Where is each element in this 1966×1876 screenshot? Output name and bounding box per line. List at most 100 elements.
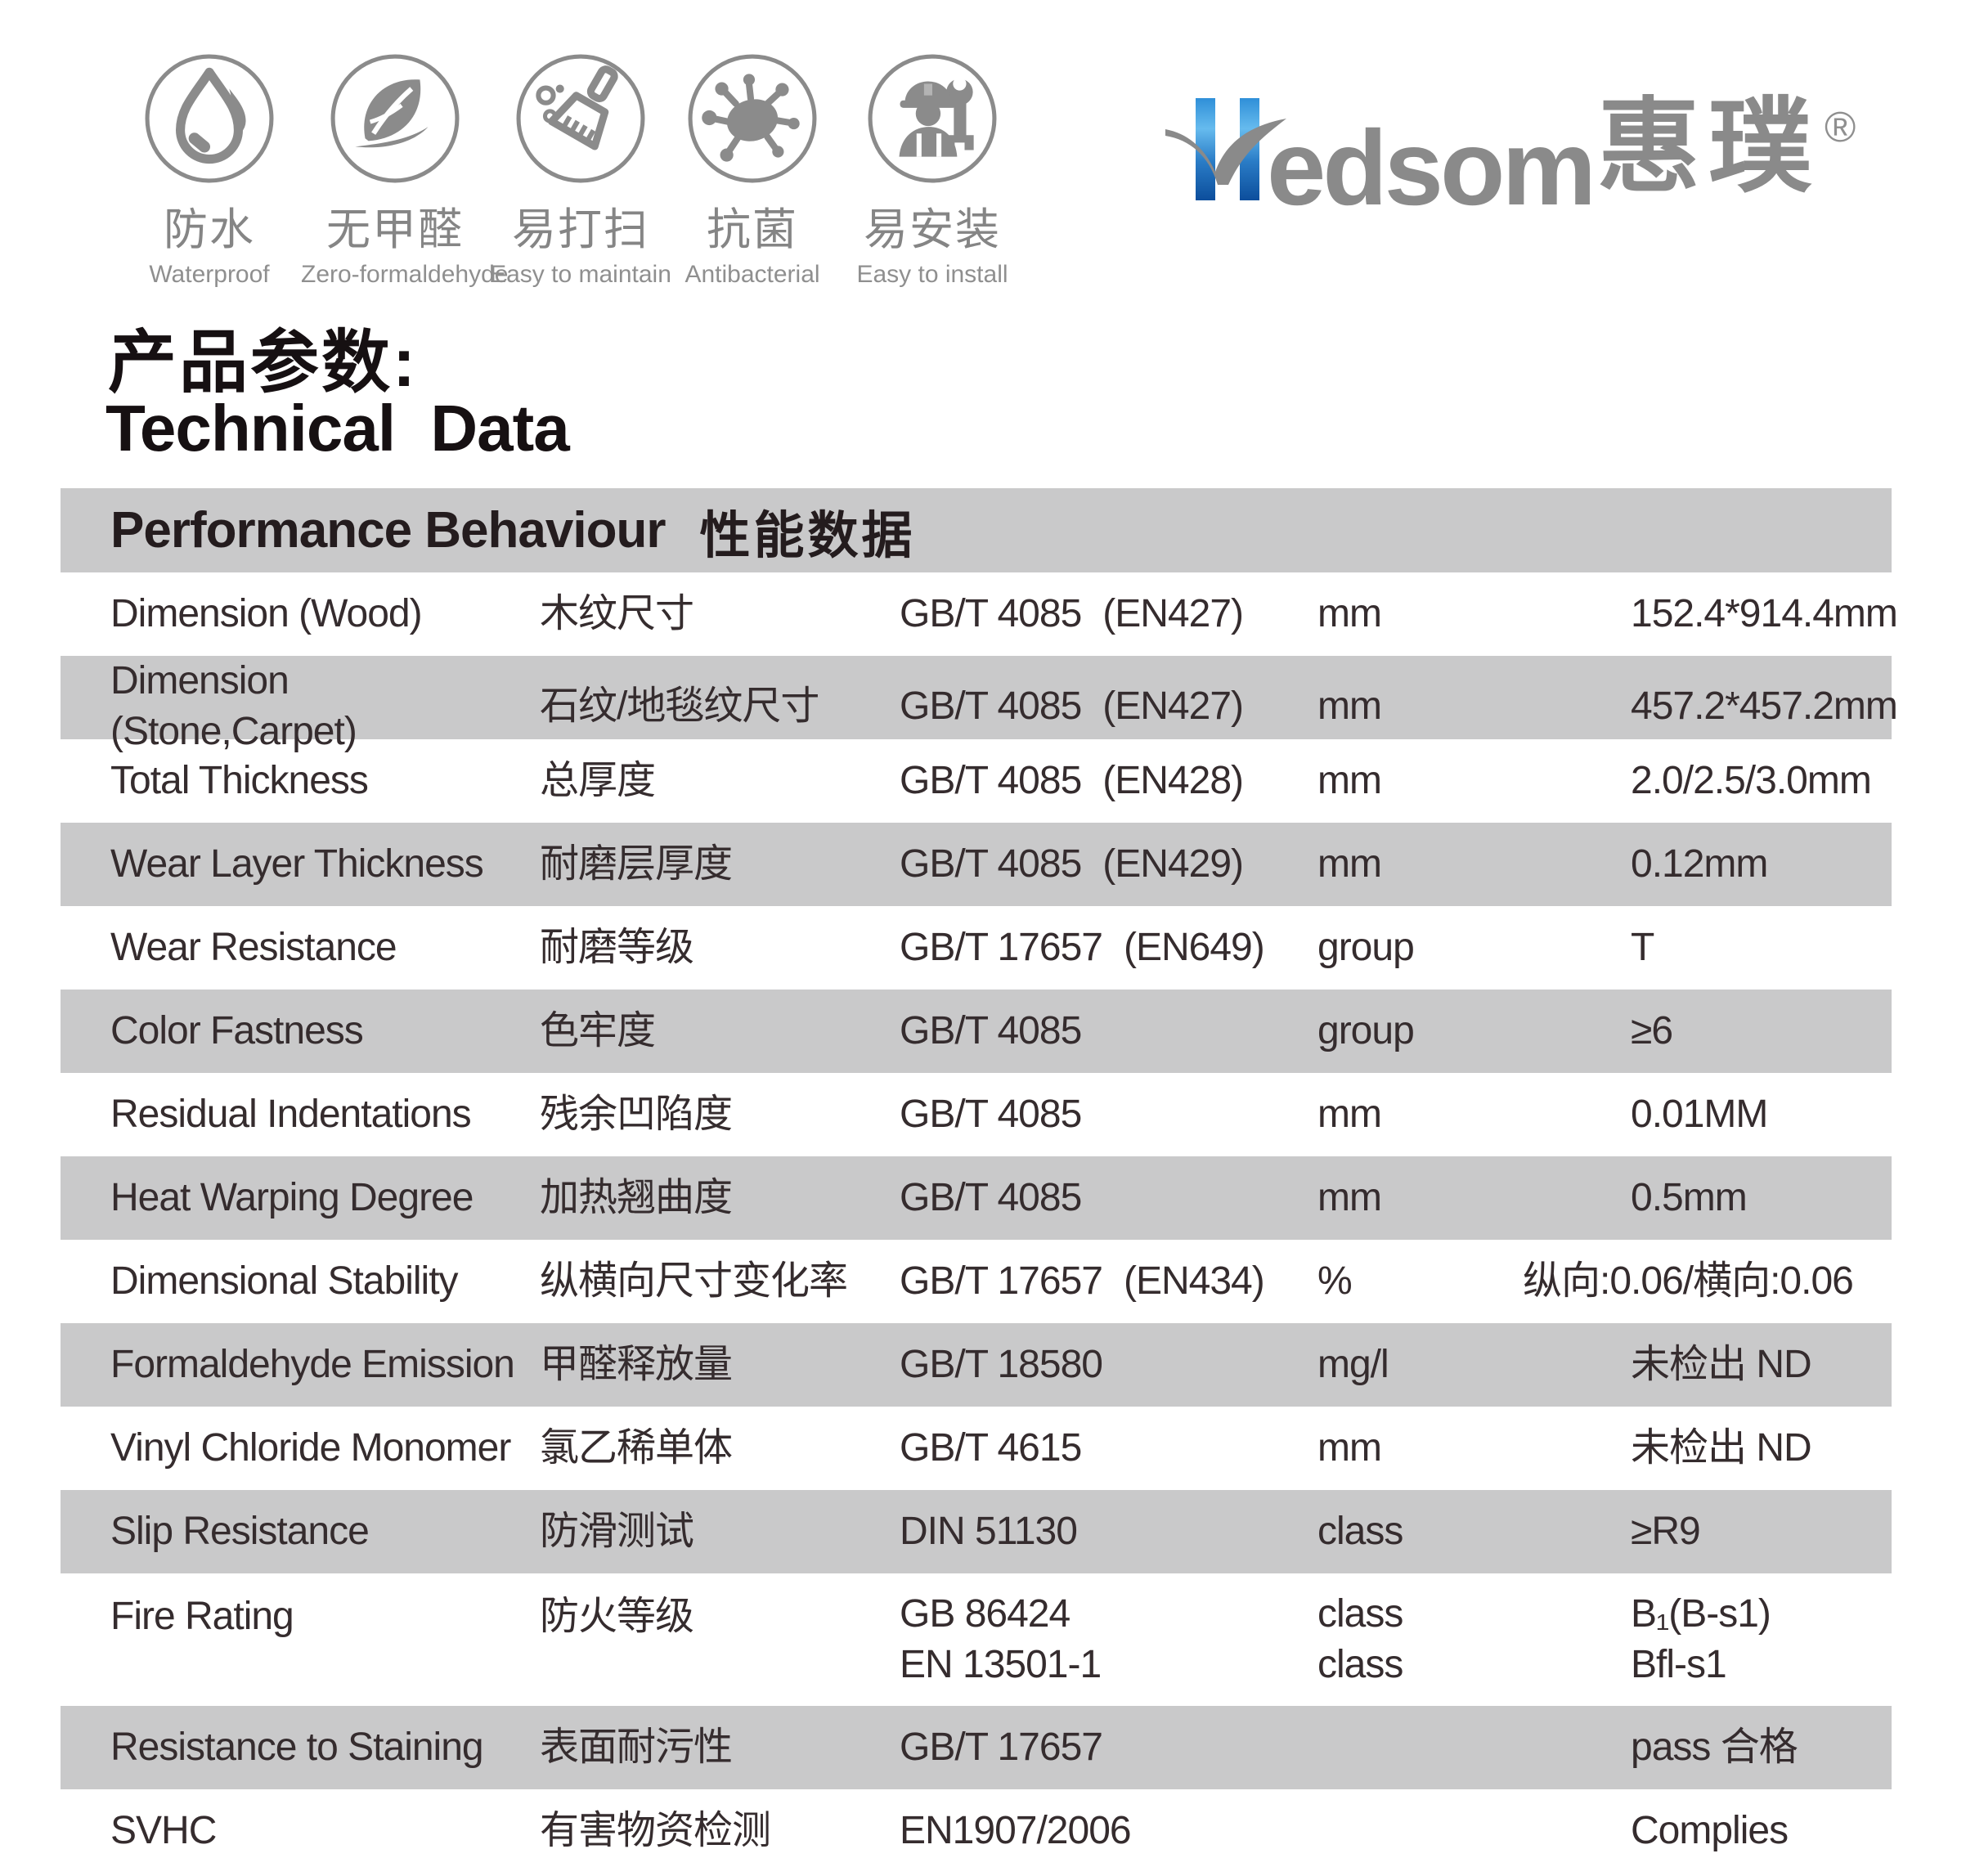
unit-cell: group [1317,925,1415,969]
badge-easy-to-maintain: 易打扫 Easy to maintain [487,52,675,289]
badge-antibacterial: 抗菌 Antibacterial [658,52,846,289]
zh-cell: 耐磨等级 [540,925,694,969]
zh-cell: 防滑测试 [540,1509,694,1553]
name-cell: Slip Resistance [110,1509,370,1553]
std-cell: GB/T 4085 (EN429) [900,839,1317,890]
waterdrop-icon [145,54,274,183]
zh-cell: 加热翘曲度 [540,1175,733,1219]
std-cell: GB/T 4085 [900,1006,1317,1057]
table-row: Fire Rating 防火等级 GB 86424 EN 13501-1 class … [61,1573,1892,1706]
name-cell: Total Thickness [110,758,369,802]
value-cell: Complies [1631,1808,1789,1852]
std-cell: GB/T 17657 [900,1722,1317,1773]
zh-cell: 色牢度 [540,1008,656,1052]
page-title-en: Technical Data [105,392,570,465]
unit-cell: class [1317,1509,1403,1553]
standard-code: GB/T 17657 [900,1725,1103,1769]
value-cell: 0.01MM [1631,1092,1768,1136]
value-cell: ≥R9 [1631,1509,1701,1553]
badge-waterproof: 防水 Waterproof [115,52,303,289]
name-cell: Residual Indentations [110,1092,472,1136]
name-cell: Wear Layer Thickness [110,842,484,886]
registered-mark-icon: ® [1825,104,1856,151]
zh-cell: 耐磨层厚度 [540,842,733,886]
table-row: SVHC 有害物资检测 EN1907/2006 Complies [61,1789,1892,1873]
std-cell: EN1907/2006 [900,1806,1317,1856]
unit-cell: group [1317,1008,1415,1052]
standard-en-code: (EN434) [1123,1259,1265,1303]
value-cell: 纵向:0.06/横向:0.06 [1523,1259,1854,1303]
zh-cell: 表面耐污性 [540,1725,733,1769]
standard-en-code: (EN649) [1123,925,1265,969]
table-row: Dimensional Stability 纵横向尺寸变化率 GB/T 17657 (… [61,1240,1892,1323]
name-cell: SVHC [110,1808,217,1852]
standard-en-code: (EN427) [1102,684,1244,729]
unit-cell: mm [1317,684,1382,729]
zh-cell: 残余凹陷度 [540,1092,733,1136]
name-cell: Dimension (Wood) [110,591,423,635]
standard-code: GB/T 17657 [900,1259,1103,1303]
unit-cell: mm [1317,1175,1382,1219]
badge-label-zh: 防水 [164,205,255,254]
standard-code: GB/T 4085 [900,591,1082,635]
badge-label-en: Zero-formaldehyde [301,261,509,288]
standard-code: GB/T 4085 [900,842,1082,886]
table-header-en: Performance Behaviour [110,502,666,559]
hedsom-h-mark [1165,98,1286,200]
badge-label-zh: 无甲醛 [326,205,464,254]
std-cell: GB/T 4615 [900,1423,1317,1474]
name-cell: Formaldehyde Emission [110,1342,515,1386]
broom-icon [516,54,645,183]
standard-code: GB/T 4085 [900,758,1082,802]
std-cell: GB/T 4085 (EN427) [900,681,1317,732]
standard-code: GB/T 4085 [900,684,1082,729]
value-cell: 457.2*457.2mm [1631,684,1898,729]
zh-cell: 石纹/地毯纹尺寸 [540,684,819,729]
unit-cell: mm [1317,842,1382,886]
badge-label-zh: 易打扫 [512,205,649,254]
page-title-zh: 产品参数: [108,324,418,401]
table-row: Residual Indentations 残余凹陷度 GB/T 4085 mm 0.0… [61,1073,1892,1156]
name-cell: Dimension (Stone,Carpet) [110,659,357,754]
standard-code: GB/T 17657 [900,925,1103,969]
badge-label-en: Easy to maintain [490,261,671,288]
standard-code: DIN 51130 [900,1509,1078,1553]
zh-cell: 甲醛释放量 [540,1342,733,1386]
logo-word: edsom [1267,108,1596,227]
standard-code: GB/T 4085 [900,1092,1082,1136]
standard-code: EN1907/2006 [900,1808,1132,1852]
table-row: Dimension (Wood) 木纹尺寸 GB/T 4085 (EN427) mm 15… [61,572,1898,656]
zh-cell: 氯乙稀单体 [540,1425,733,1470]
name-cell: Resistance to Staining [110,1725,484,1769]
std-cell: GB/T 18580 [900,1340,1317,1390]
value-cell: ≥6 [1631,1008,1673,1052]
zh-cell: 木纹尺寸 [540,591,694,635]
value-cell: 未检出 ND [1631,1342,1812,1386]
table-row: Dimension (Stone,Carpet) 石纹/地毯纹尺寸 GB/T 408… [61,656,1898,753]
std-cell: GB/T 4085 (EN428) [900,756,1317,806]
value-cell: 0.5mm [1631,1175,1748,1219]
std-cell: GB/T 17657 (EN649) [900,922,1317,973]
badge-label-en: Waterproof [149,261,270,288]
value-cell: 0.12mm [1631,842,1768,886]
name-cell: Fire Rating [110,1595,294,1638]
table-row: Formaldehyde Emission 甲醛释放量 GB/T 18580 mg/l… [61,1323,1892,1407]
value-cell: B₁(B-s1) Bfl-s1 [1631,1591,1771,1686]
zh-cell: 纵横向尺寸变化率 [540,1259,848,1303]
badge-label-en: Easy to install [856,261,1008,288]
std-cell: DIN 51130 [900,1506,1317,1557]
table-header: Performance Behaviour 性能数据 [61,488,1892,572]
std-cell: GB/T 17657 (EN434) [900,1256,1317,1307]
unit-cell: class class [1317,1591,1403,1686]
table-row: Color Fastness 色牢度 GB/T 4085 group ≥6 [61,990,1892,1073]
table-header-zh: 性能数据 [699,507,916,564]
unit-cell: mm [1317,1092,1382,1136]
value-cell: 152.4*914.4mm [1631,591,1898,635]
badge-label-zh: 易安装 [864,205,1001,254]
unit-cell: mm [1317,1425,1382,1470]
zh-cell: 有害物资检测 [540,1808,771,1852]
standard-code: GB/T 4085 [900,1008,1082,1052]
standard-en-code: (EN429) [1102,842,1244,886]
zh-cell: 防火等级 [540,1595,694,1638]
std-cell: GB/T 4085 [900,1173,1317,1223]
